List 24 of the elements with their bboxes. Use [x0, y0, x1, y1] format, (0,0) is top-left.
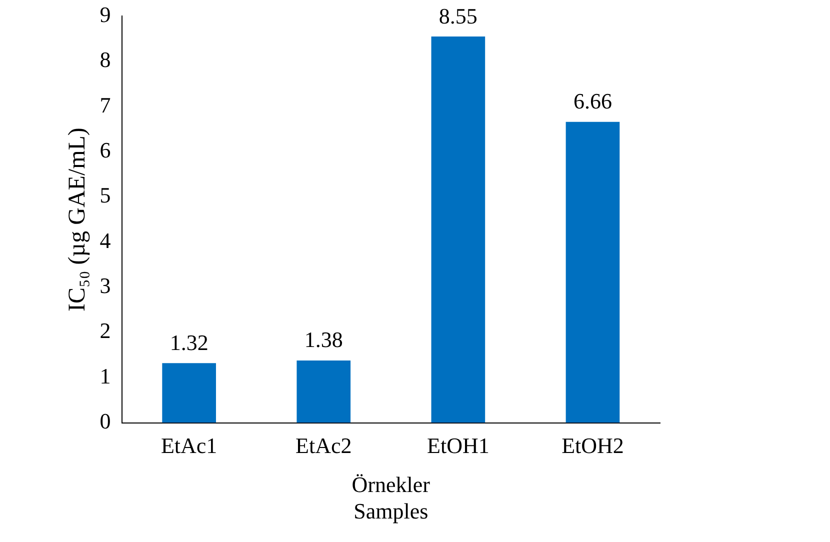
- y-tick-label: 8: [100, 47, 111, 72]
- bar: [566, 122, 620, 423]
- y-tick-label: 9: [100, 2, 111, 27]
- y-tick-label: 1: [100, 363, 111, 388]
- bar: [431, 36, 486, 423]
- bar: [162, 363, 216, 423]
- x-tick-label: EtOH2: [562, 432, 624, 458]
- x-tick-label: EtAc2: [296, 432, 352, 458]
- x-tick-label: EtAc1: [160, 432, 218, 458]
- y-tick-label: 3: [100, 273, 111, 298]
- y-tick-label: 5: [100, 182, 111, 208]
- bar: [296, 360, 351, 423]
- data-label: 1.32: [170, 330, 208, 355]
- data-label: 1.38: [304, 327, 343, 352]
- data-label: 6.66: [573, 88, 612, 114]
- x-tick-label: EtOH1: [427, 432, 490, 458]
- y-tick-label: 6: [100, 138, 111, 163]
- y-tick-label: 7: [100, 92, 111, 118]
- y-tick-label: 2: [100, 318, 111, 344]
- data-label: 8.55: [438, 3, 478, 28]
- y-tick-label: 0: [100, 408, 111, 434]
- x-axis-title: Örnekler Samples: [352, 472, 431, 524]
- y-axis-title: IC₅₀ (µg GAE/mL): [64, 128, 91, 312]
- y-tick-label: 4: [100, 228, 111, 253]
